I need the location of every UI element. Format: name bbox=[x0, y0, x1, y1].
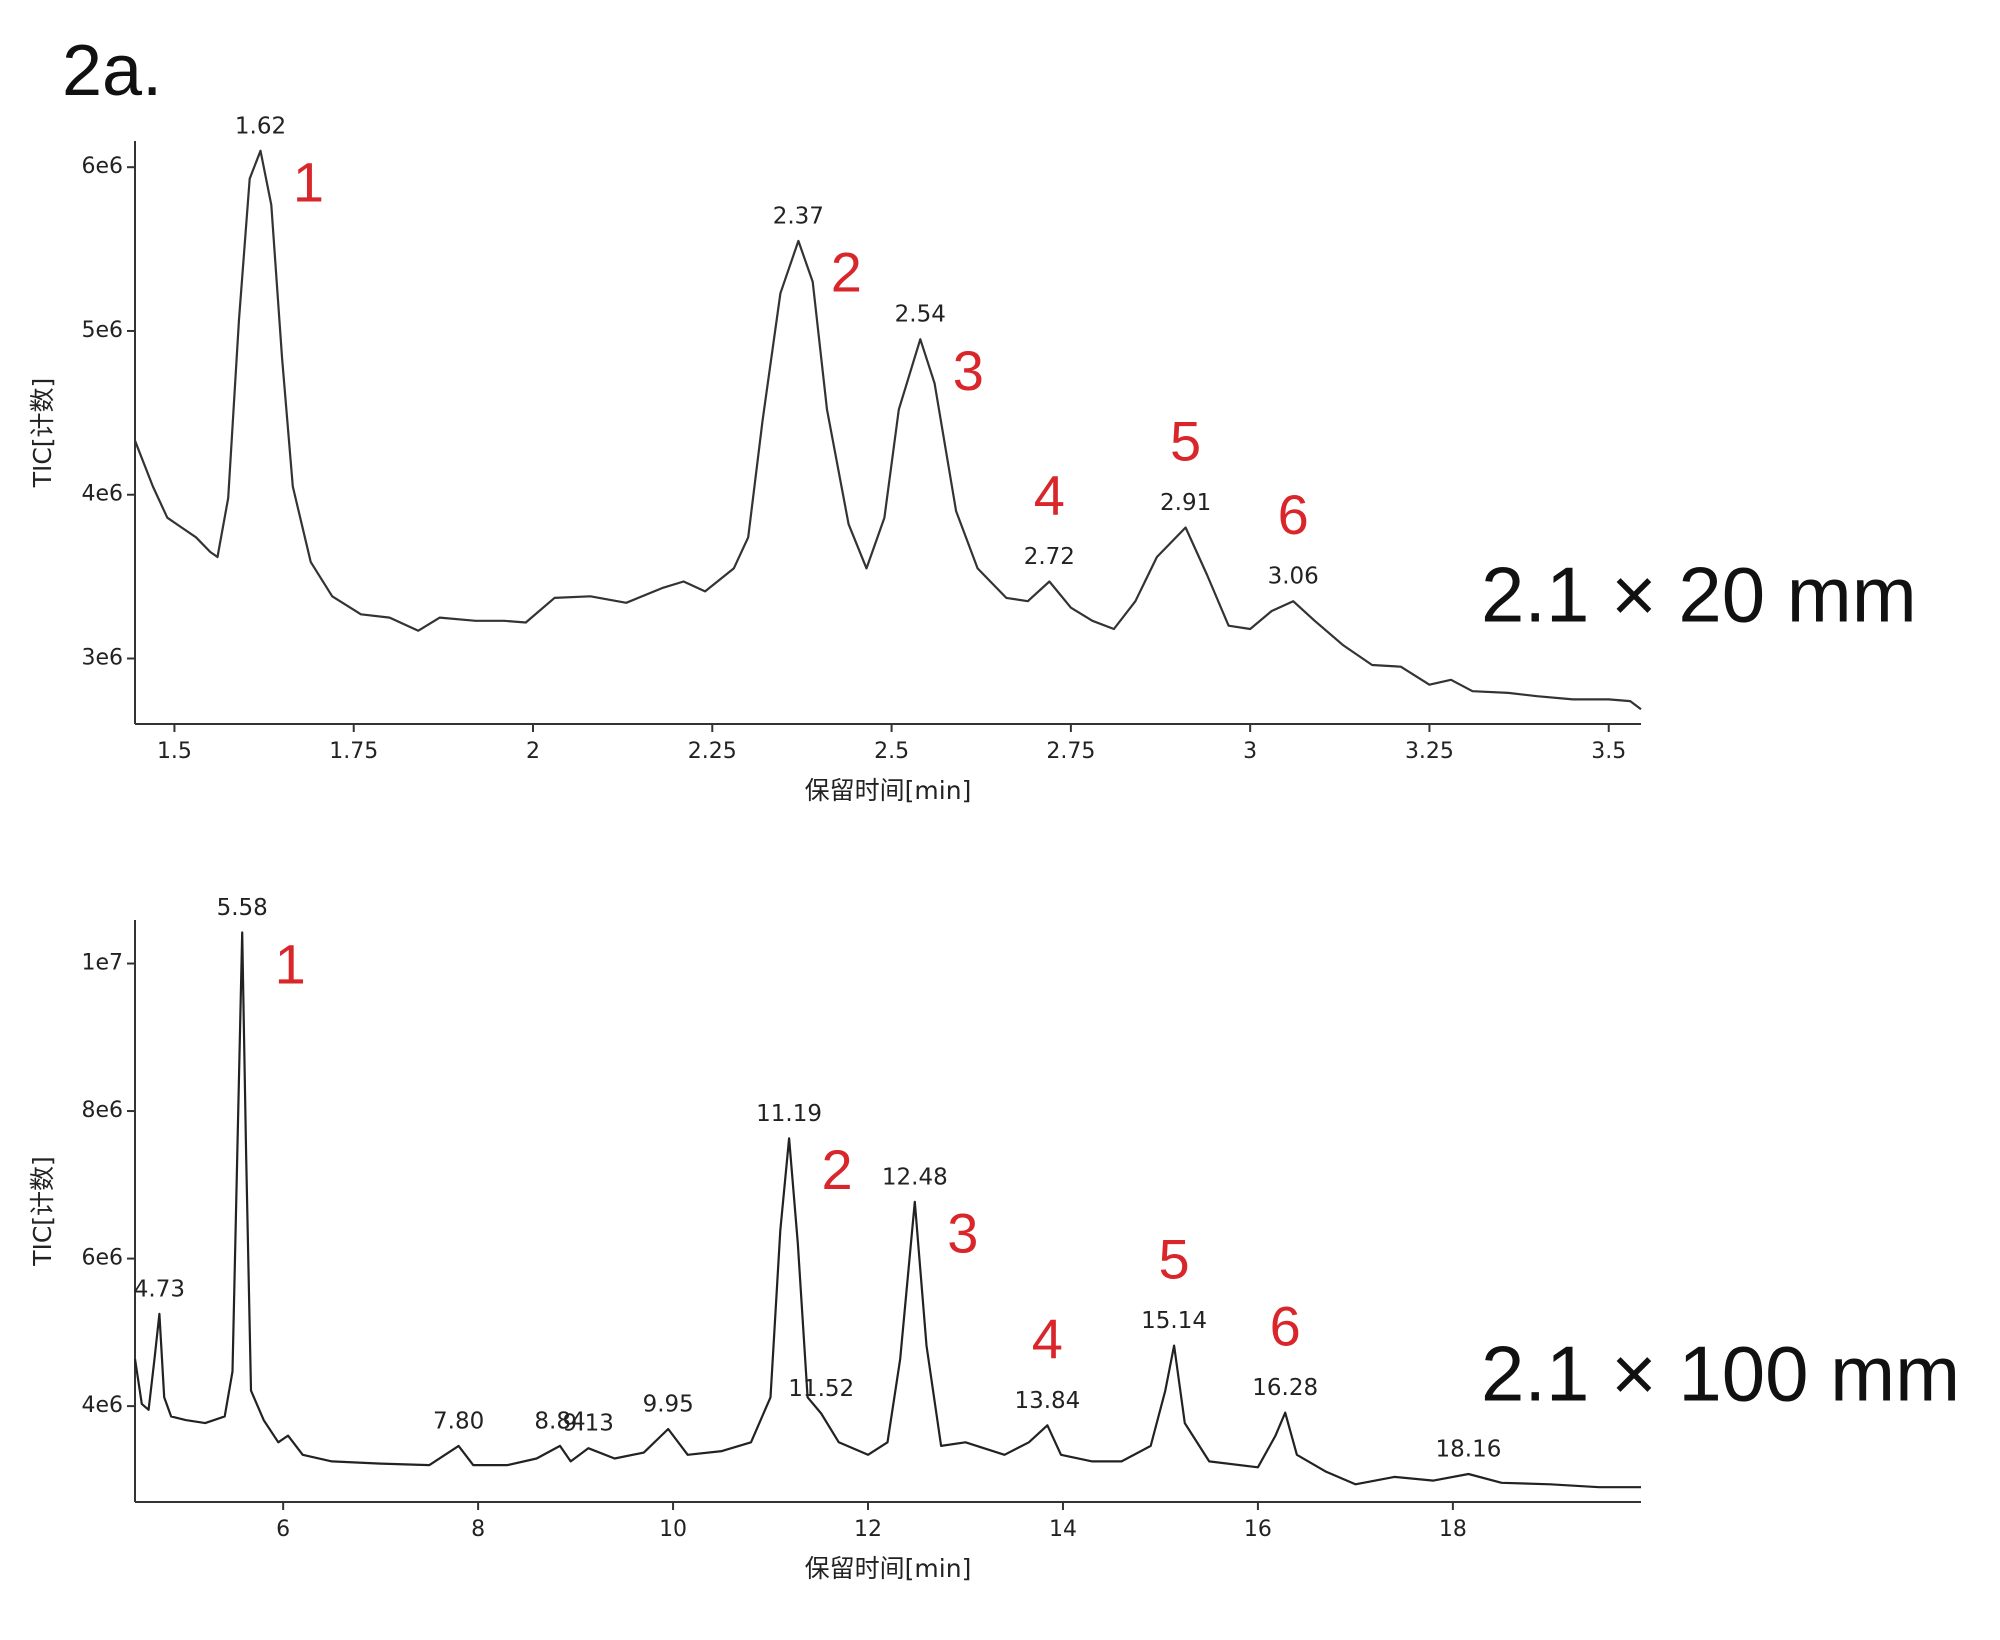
x-tick-label: 2.5 bbox=[874, 739, 909, 764]
peak-number: 1 bbox=[275, 932, 306, 995]
peak-number: 1 bbox=[293, 151, 324, 214]
column-annotation: 2.1 × 20 mm bbox=[1481, 551, 1917, 639]
y-axis-label: TIC[计数] bbox=[28, 378, 57, 489]
peak-number: 2 bbox=[821, 1138, 852, 1201]
peak-label: 2.54 bbox=[895, 302, 946, 328]
peak-label: 15.14 bbox=[1141, 1308, 1207, 1334]
peak-number: 4 bbox=[1034, 463, 1065, 526]
peak-label: 11.52 bbox=[788, 1376, 854, 1402]
peak-number: 3 bbox=[947, 1202, 978, 1265]
peak-label: 1.62 bbox=[235, 113, 286, 139]
y-tick-label: 6e6 bbox=[81, 154, 123, 179]
x-tick-label: 2 bbox=[526, 739, 540, 764]
column-annotation: 2.1 × 100 mm bbox=[1481, 1330, 1960, 1418]
peak-label: 16.28 bbox=[1252, 1375, 1318, 1401]
y-axis-label: TIC[计数] bbox=[28, 1156, 57, 1267]
peak-label: 2.91 bbox=[1160, 490, 1211, 516]
trace bbox=[133, 931, 1641, 1489]
x-tick-label: 10 bbox=[659, 1517, 687, 1542]
peak-label: 9.95 bbox=[643, 1391, 694, 1417]
y-tick-label: 1e7 bbox=[81, 951, 123, 976]
peak-label: 5.58 bbox=[217, 895, 268, 921]
x-tick-label: 8 bbox=[471, 1517, 485, 1542]
peak-label: 2.72 bbox=[1024, 544, 1075, 570]
peak-number: 6 bbox=[1270, 1295, 1301, 1358]
x-tick-label: 1.75 bbox=[329, 739, 378, 764]
x-tick-label: 16 bbox=[1244, 1517, 1272, 1542]
x-tick-label: 14 bbox=[1049, 1517, 1077, 1542]
x-tick-label: 18 bbox=[1439, 1517, 1467, 1542]
peak-number: 5 bbox=[1170, 409, 1201, 472]
x-tick-label: 3 bbox=[1243, 739, 1257, 764]
x-tick-label: 3.5 bbox=[1591, 739, 1626, 764]
y-tick-label: 4e6 bbox=[81, 482, 123, 507]
peak-number: 6 bbox=[1278, 483, 1309, 546]
peak-label: 7.80 bbox=[433, 1408, 484, 1434]
peak-label: 8.84 bbox=[534, 1408, 585, 1434]
y-tick-label: 6e6 bbox=[81, 1246, 123, 1271]
peak-number: 2 bbox=[831, 241, 862, 304]
peak-label: 13.84 bbox=[1014, 1388, 1080, 1414]
peak-label: 18.16 bbox=[1436, 1436, 1502, 1462]
figure-title: 2a. bbox=[62, 31, 162, 111]
peak-label: 12.48 bbox=[882, 1164, 948, 1190]
y-tick-label: 5e6 bbox=[81, 318, 123, 343]
peak-label: 2.37 bbox=[773, 203, 824, 229]
peak-label: 11.19 bbox=[756, 1101, 822, 1127]
y-tick-label: 4e6 bbox=[81, 1393, 123, 1418]
peak-label: 3.06 bbox=[1268, 564, 1319, 590]
y-tick-label: 8e6 bbox=[81, 1098, 123, 1123]
x-tick-label: 6 bbox=[276, 1517, 290, 1542]
y-tick-label: 3e6 bbox=[81, 645, 123, 670]
x-axis-label: 保留时间[min] bbox=[805, 1554, 972, 1583]
peak-label: 4.73 bbox=[134, 1276, 185, 1302]
x-axis-label: 保留时间[min] bbox=[805, 776, 972, 805]
trace bbox=[133, 149, 1642, 711]
peak-label: 9.13 bbox=[563, 1411, 614, 1437]
peak-number: 4 bbox=[1032, 1307, 1063, 1370]
peak-number: 3 bbox=[953, 339, 984, 402]
x-tick-label: 3.25 bbox=[1405, 739, 1454, 764]
x-tick-label: 2.25 bbox=[688, 739, 737, 764]
peak-number: 5 bbox=[1159, 1227, 1190, 1290]
x-tick-label: 1.5 bbox=[157, 739, 192, 764]
x-tick-label: 12 bbox=[854, 1517, 882, 1542]
x-tick-label: 2.75 bbox=[1046, 739, 1095, 764]
